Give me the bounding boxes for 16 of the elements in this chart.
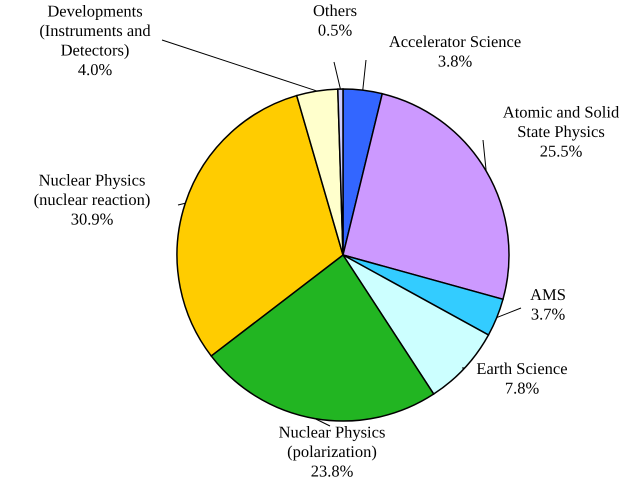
- slice-label: Atomic and Solid State Physics: [502, 102, 620, 141]
- slice-label: Developments (Instruments and Detectors): [39, 2, 152, 60]
- data-label: 0.5%: [318, 20, 352, 40]
- slice-label: Accelerator Science: [388, 32, 522, 52]
- slice-label: Nuclear Physics (polarization): [278, 422, 386, 461]
- slice-label: Others: [313, 1, 357, 20]
- slice-label: AMS: [530, 285, 566, 304]
- data-label: 23.8%: [310, 461, 354, 480]
- data-label: 4.0%: [78, 60, 112, 80]
- data-label: 30.9%: [70, 209, 114, 228]
- data-label: 3.8%: [438, 52, 472, 71]
- data-label: 7.8%: [504, 378, 540, 398]
- data-label: 3.7%: [530, 304, 566, 324]
- data-label: 25.5%: [540, 141, 583, 160]
- slice-label: Earth Science: [476, 359, 568, 378]
- slice-label: Nuclear Physics (nuclear reaction): [34, 170, 150, 209]
